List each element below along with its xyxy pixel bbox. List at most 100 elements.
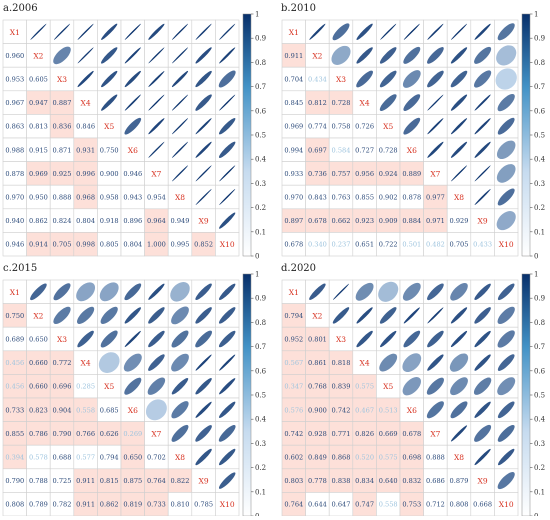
correlation-ellipse	[402, 70, 421, 88]
correlation-ellipse	[171, 377, 189, 395]
correlation-ellipse	[474, 354, 491, 371]
correlation-ellipse	[427, 283, 444, 301]
correlation-value: 0.758	[332, 123, 351, 131]
correlation-ellipse	[195, 448, 212, 466]
correlation-ellipse	[427, 307, 444, 324]
correlation-value: 0.836	[53, 123, 72, 131]
correlation-ellipse	[474, 165, 491, 182]
correlation-value: 0.994	[284, 146, 303, 154]
correlation-value: 0.789	[29, 501, 48, 509]
correlation-ellipse	[380, 330, 397, 348]
colorbar-tick-label: 0.4	[255, 156, 267, 164]
correlation-value: 0.678	[284, 241, 303, 249]
colorbar-tick-label: 0.3	[255, 440, 266, 448]
correlation-value: 0.651	[355, 241, 374, 249]
correlation-ellipse	[450, 47, 468, 64]
correlation-value: 0.584	[332, 146, 351, 154]
variable-label: X8	[175, 453, 185, 462]
colorbar-tick-label: 0	[255, 513, 259, 517]
correlation-value: 0.689	[5, 336, 24, 344]
variable-label: X1	[10, 28, 20, 37]
correlation-ellipse	[426, 401, 444, 419]
correlation-ellipse	[124, 23, 141, 40]
correlation-ellipse	[378, 281, 399, 302]
correlation-value: 0.878	[402, 194, 421, 202]
correlation-value: 0.888	[53, 194, 72, 202]
correlation-ellipse	[53, 306, 71, 325]
correlation-value: 0.914	[29, 241, 48, 249]
correlation-ellipse	[449, 353, 469, 372]
correlation-ellipse	[309, 23, 326, 40]
correlation-ellipse	[473, 377, 492, 395]
colorbar-tick-label: 0.9	[534, 35, 545, 43]
correlation-value: 0.577	[76, 454, 95, 462]
correlation-value: 0.815	[100, 477, 119, 485]
correlation-value: 0.782	[53, 501, 72, 509]
colorbar-tick-label: 0.5	[255, 132, 266, 140]
panel-title: d.2020	[281, 263, 316, 274]
correlation-value: 0.660	[29, 383, 48, 391]
correlation-value: 0.433	[473, 241, 492, 249]
correlation-ellipse	[195, 283, 212, 301]
variable-label: X4	[360, 359, 370, 368]
correlation-value: 0.347	[284, 383, 303, 391]
colorbar-tick-label: 0.8	[534, 59, 545, 67]
correlation-value: 0.911	[284, 52, 303, 60]
correlation-ellipse	[195, 118, 212, 135]
correlation-ellipse	[219, 94, 236, 111]
correlation-value: 0.888	[426, 454, 445, 462]
correlation-value: 0.467	[355, 406, 374, 414]
correlation-value: 0.928	[308, 430, 327, 438]
correlation-value: 0.728	[332, 99, 351, 107]
correlation-ellipse	[379, 94, 397, 111]
correlation-value: 0.482	[426, 241, 445, 249]
correlation-ellipse	[101, 23, 118, 40]
correlation-value: 0.925	[53, 170, 72, 178]
correlation-ellipse	[218, 141, 236, 159]
correlation-ellipse	[427, 70, 444, 88]
correlation-ellipse	[450, 282, 468, 301]
correlation-value: 0.900	[100, 170, 119, 178]
correlation-value: 0.705	[450, 241, 469, 249]
correlation-ellipse	[30, 283, 47, 301]
correlation-ellipse	[380, 23, 397, 40]
correlation-value: 0.678	[402, 430, 421, 438]
correlation-value: 0.669	[379, 430, 398, 438]
correlation-ellipse	[450, 141, 468, 158]
correlation-ellipse	[474, 401, 491, 418]
correlation-ellipse	[497, 354, 515, 371]
correlation-value: 0.861	[308, 359, 327, 367]
colorbar-tick-label: 0.8	[255, 59, 266, 67]
correlation-ellipse	[427, 23, 444, 40]
correlation-value: 0.946	[5, 241, 24, 249]
correlation-ellipse	[474, 70, 492, 88]
correlation-ellipse	[426, 377, 444, 395]
correlation-ellipse	[497, 188, 515, 206]
colorbar-tick-label: 0.7	[255, 343, 266, 351]
correlation-ellipse	[496, 164, 516, 183]
correlation-ellipse	[474, 23, 491, 40]
correlation-ellipse	[450, 330, 468, 348]
colorbar	[242, 273, 252, 517]
correlation-value: 0.953	[5, 76, 24, 84]
correlation-ellipse	[332, 23, 350, 41]
correlation-ellipse	[148, 330, 165, 348]
correlation-value: 0.954	[147, 194, 166, 202]
correlation-ellipse	[218, 330, 236, 348]
correlation-ellipse	[403, 23, 420, 40]
correlation-value: 0.576	[284, 406, 303, 414]
variable-label: X4	[81, 359, 91, 368]
correlation-ellipse	[450, 70, 468, 88]
correlation-value: 0.995	[171, 241, 190, 249]
correlation-ellipse	[495, 68, 517, 90]
correlation-value: 0.958	[100, 194, 119, 202]
colorbar-tick-label: 1	[255, 11, 259, 19]
variable-label: X3	[336, 75, 346, 84]
correlation-ellipse	[148, 94, 165, 111]
correlation-ellipse	[53, 23, 71, 40]
correlation-ellipse	[99, 282, 119, 302]
correlation-value: 0.824	[53, 217, 72, 225]
correlation-value: 0.605	[29, 76, 48, 84]
correlation-ellipse	[77, 47, 94, 64]
